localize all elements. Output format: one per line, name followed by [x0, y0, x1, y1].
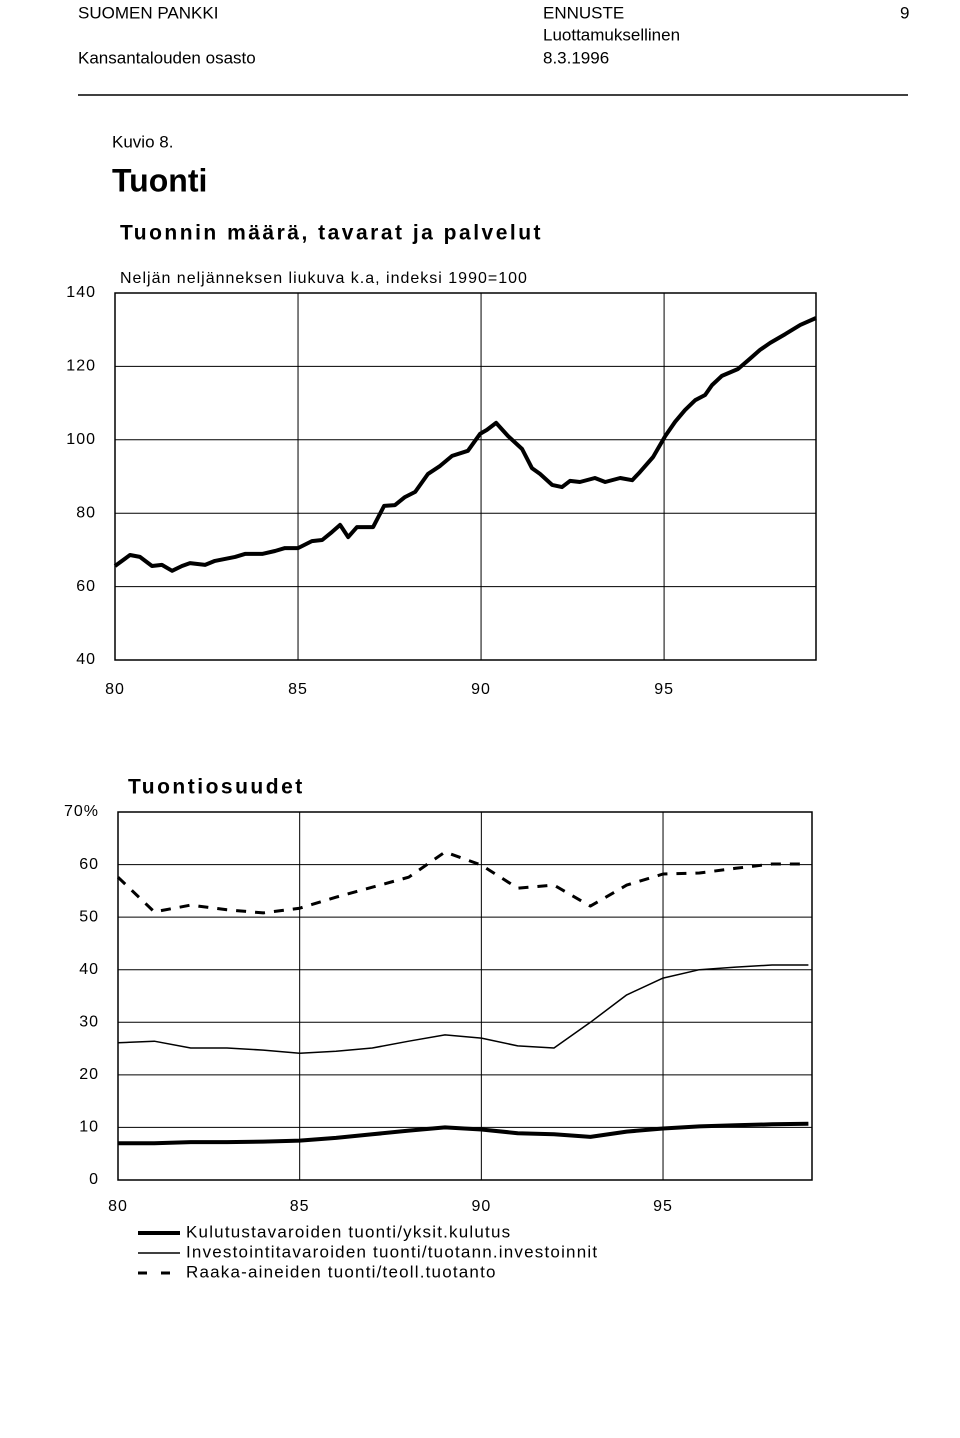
y-tick-label: 80	[76, 504, 96, 521]
x-tick-label: 80	[105, 681, 125, 698]
data-line	[113, 316, 817, 573]
legend-label: Investointitavaroiden tuonti/tuotann.inv…	[186, 1242, 598, 1261]
department: Kansantalouden osasto	[78, 48, 256, 67]
legend-label: Raaka-aineiden tuonti/teoll.tuotanto	[186, 1262, 497, 1281]
y-tick-label: 30	[79, 1014, 99, 1031]
x-tick-label: 85	[288, 681, 308, 698]
y-tick-label: 100	[66, 431, 96, 448]
y-tick-label: 60	[79, 856, 99, 873]
x-tick-label: 90	[471, 1198, 491, 1215]
chart-title: Tuonnin määrä, tavarat ja palvelut	[120, 222, 543, 245]
x-tick-label: 80	[108, 1198, 128, 1215]
x-tick-label: 95	[653, 1198, 673, 1215]
figure-label: Kuvio 8.	[112, 132, 173, 151]
page-number: 9	[900, 3, 909, 22]
y-tick-label: 60	[76, 578, 96, 595]
chart-title: Tuontiosuudet	[128, 776, 305, 799]
legend-label: Kulutustavaroiden tuonti/yksit.kulutus	[186, 1222, 511, 1241]
y-tick-label: 20	[79, 1066, 99, 1083]
y-tick-label: 40	[76, 651, 96, 668]
data-line	[118, 1121, 809, 1146]
plot-frame	[117, 811, 813, 1181]
x-tick-label: 90	[471, 681, 491, 698]
date: 8.3.1996	[543, 48, 609, 67]
x-tick-label: 85	[290, 1198, 310, 1215]
x-tick-label: 95	[654, 681, 674, 698]
data-line	[116, 850, 809, 915]
y-tick-label: 120	[66, 358, 96, 375]
figure-title: Tuonti	[112, 162, 207, 198]
classification: Luottamuksellinen	[543, 25, 680, 44]
plot-frame	[114, 292, 817, 661]
y-tick-label: 140	[66, 284, 96, 301]
y-tick-label: 0	[89, 1171, 99, 1188]
document-type: ENNUSTE	[543, 3, 624, 22]
y-tick-label: 40	[79, 961, 99, 978]
data-line	[117, 964, 809, 1055]
y-tick-label: 70%	[64, 803, 99, 820]
organization: SUOMEN PANKKI	[78, 3, 218, 22]
y-tick-label: 10	[79, 1119, 99, 1136]
y-tick-label: 50	[79, 908, 99, 925]
chart-subtitle: Neljän neljänneksen liukuva k.a, indeksi…	[120, 270, 528, 287]
